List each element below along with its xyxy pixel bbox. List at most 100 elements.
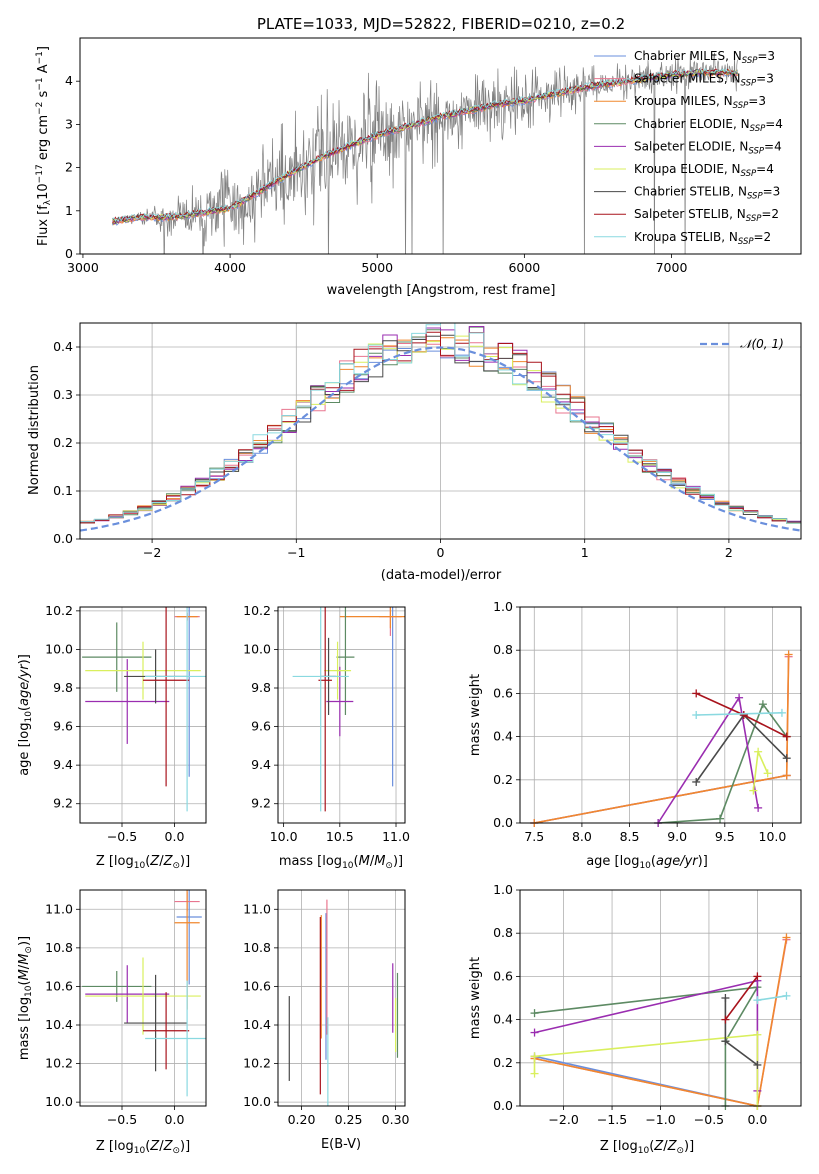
- y-tick-label: 10.2: [243, 1056, 271, 1071]
- series-chabrier-stelib: [695, 713, 788, 783]
- weight-vs-age-xlabel: age [log10(age/yr)]: [586, 854, 708, 871]
- axes-frame: [519, 606, 802, 824]
- plus-marker: [782, 933, 791, 942]
- legend-entry: Salpeter STELIB, NSSP=2: [634, 207, 779, 224]
- axes-frame: [277, 889, 406, 1107]
- x-tick-label: 8.0: [572, 829, 592, 844]
- y-tick-label: 10.6: [45, 978, 73, 993]
- x-tick-label: 1: [581, 545, 589, 560]
- y-tick-label: 0.8: [493, 642, 513, 657]
- x-tick-label: 8.5: [620, 829, 640, 844]
- mass_vs_Z-errorbars: [82, 890, 206, 1097]
- y-tick-label: 0.2: [53, 435, 73, 450]
- y-tick-label: 2: [65, 160, 73, 175]
- plus-marker: [530, 1028, 539, 1037]
- spectrum-panel: wavelength [Angstrom, rest frame] Flux […: [35, 37, 802, 298]
- errorbar-salpeter-stelib: [143, 607, 190, 787]
- x-tick-label: 0.0: [165, 829, 185, 844]
- plus-marker: [758, 700, 767, 709]
- y-tick-label: 1: [65, 203, 73, 218]
- x-tick-label: 3000: [67, 260, 99, 275]
- legend-entry: Salpeter MILES, NSSP=3: [634, 72, 774, 89]
- legend-entry: Kroupa STELIB, NSSP=2: [634, 230, 771, 247]
- plus-marker: [721, 1015, 730, 1024]
- plus-marker: [530, 1009, 539, 1018]
- series-chabrier-elodie: [534, 986, 759, 1106]
- y-tick-label: 0.6: [493, 685, 513, 700]
- residuals-ylabel: Normed distribution: [27, 365, 42, 495]
- x-tick-label: 2: [725, 545, 733, 560]
- age-vs-Z-xlabel: Z [log10(Z/Z⊙)]: [96, 854, 190, 871]
- x-tick-label: 0.25: [335, 1112, 363, 1127]
- series-kroupa-elodie: [752, 748, 769, 791]
- y-tick-label: 11.0: [243, 901, 271, 916]
- axes-frame: [519, 889, 802, 1107]
- errorbar-salpeter-elodie: [326, 666, 354, 737]
- age_vs_mass-errorbars: [292, 607, 405, 812]
- y-tick-label: 10.0: [243, 641, 271, 656]
- series-chabrier-stelib: [724, 998, 758, 1066]
- y-tick-label: 9.2: [251, 796, 271, 811]
- x-tick-label: −1: [287, 545, 305, 560]
- y-tick-label: 0: [65, 246, 73, 261]
- model-salpeter-miles: [112, 70, 739, 224]
- x-tick-label: 0.20: [288, 1112, 316, 1127]
- plus-marker: [692, 777, 701, 786]
- model-kroupa-stelib: [112, 67, 739, 223]
- mass-vs-metallicity-panel: Z [log10(Z/Z⊙)] mass [log10(M/M⊙)] −0.5 0…: [17, 889, 207, 1156]
- x-tick-label: −0.5: [107, 829, 137, 844]
- x-tick-label: 0.0: [747, 1112, 767, 1127]
- series-kroupa-elodie: [533, 1033, 759, 1106]
- plus-marker: [763, 769, 772, 778]
- axes-frame: [79, 37, 802, 255]
- plus-marker: [782, 991, 791, 1000]
- x-tick-label: 7000: [656, 260, 688, 275]
- y-tick-label: 0.2: [493, 772, 513, 787]
- age_vs_mass-gridlines: [278, 607, 405, 823]
- plus-marker: [749, 786, 758, 795]
- y-tick-label: 0.0: [493, 815, 513, 830]
- x-tick-label: 11.0: [382, 829, 410, 844]
- y-tick-label: 9.2: [53, 796, 73, 811]
- histogram-salpeter-stelib: [80, 331, 801, 524]
- x-tick-label: −2.0: [548, 1112, 578, 1127]
- y-tick-label: 10.6: [243, 978, 271, 993]
- residuals-panel: (data-model)/error Normed distribution −…: [27, 322, 802, 583]
- y-tick-label: 0.8: [493, 925, 513, 940]
- x-tick-label: 7.5: [524, 829, 544, 844]
- y-tick-label: 4: [65, 73, 73, 88]
- y-tick-label: 0.0: [493, 1098, 513, 1113]
- errorbar-kroupa-elodie: [85, 957, 201, 1035]
- errorbar-chabrier-elodie: [336, 607, 355, 715]
- mass-vs-ebv-xlabel: E(B-V): [321, 1137, 361, 1152]
- plus-marker: [782, 732, 791, 741]
- x-tick-label: 5000: [361, 260, 393, 275]
- axes-frame: [277, 606, 406, 824]
- age-vs-mass-panel: mass [log10(M/M⊙)] 10.0 10.5 11.0 9.2 9.4 9.6…: [243, 603, 410, 871]
- mass_vs_ebv-errorbars: [288, 899, 399, 1106]
- x-tick-label: −1.5: [597, 1112, 627, 1127]
- x-tick-label: −2: [143, 545, 161, 560]
- x-tick-label: −0.5: [694, 1112, 724, 1127]
- plus-marker: [721, 1037, 730, 1046]
- residuals-xlabel: (data-model)/error: [381, 568, 502, 583]
- y-tick-label: 10.2: [45, 1056, 73, 1071]
- residual-histograms: [80, 323, 801, 532]
- errorbar-salpeter-elodie: [85, 659, 170, 744]
- age-vs-mass-xlabel: mass [log10(M/M⊙)]: [279, 854, 403, 871]
- y-tick-label: 1.0: [493, 882, 513, 897]
- x-tick-label: 0: [437, 545, 445, 560]
- y-tick-label: 0.3: [53, 387, 73, 402]
- plus-marker: [753, 996, 762, 1005]
- axes-frame: [79, 606, 207, 824]
- y-tick-label: 0.4: [493, 729, 513, 744]
- x-tick-label: 6000: [508, 260, 540, 275]
- legend-entry: Kroupa ELODIE, NSSP=4: [634, 162, 774, 179]
- y-tick-label: 9.8: [251, 680, 271, 695]
- y-tick-label: 9.4: [251, 757, 271, 772]
- y-tick-label: 0.2: [493, 1055, 513, 1070]
- y-tick-label: 9.8: [53, 680, 73, 695]
- x-tick-label: −1.0: [645, 1112, 675, 1127]
- y-tick-label: 10.0: [243, 1094, 271, 1109]
- series-salpeter-miles: [534, 656, 790, 824]
